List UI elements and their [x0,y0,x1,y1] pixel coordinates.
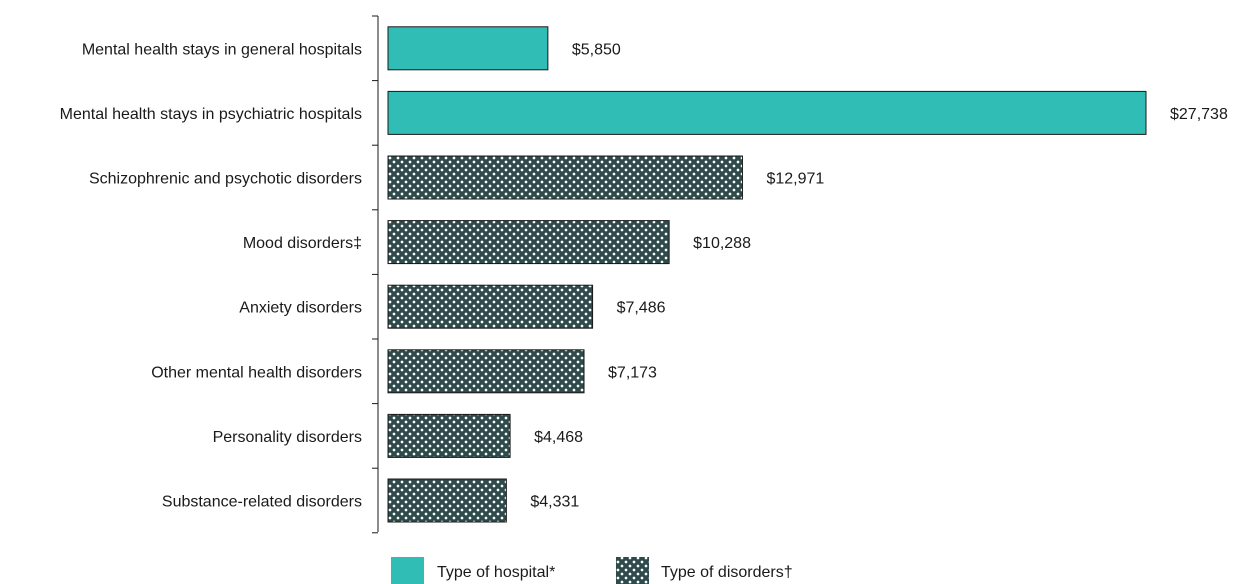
value-label: $12,971 [766,171,824,188]
bars-group: $5,850 $27,738 $12,971 $10,288 $7,486 $7,173 $… [387,26,1228,523]
value-label: $4,468 [534,429,583,446]
value-label: $27,738 [1170,106,1228,123]
value-label: $5,850 [572,41,621,58]
value-label: $4,331 [530,494,579,511]
bar-disorders [387,413,511,458]
bar-disorders [387,349,585,394]
bar-disorders [387,284,594,329]
y-axis: Mental health stays in general hospitals… [60,15,379,534]
category-label: Schizophrenic and psychotic disorders [89,171,362,188]
legend-swatch-disorders [616,557,649,584]
category-label: Substance-related disorders [162,494,362,511]
legend-swatch-hospital [391,557,424,584]
category-label: Mood disorders‡ [243,235,362,252]
bar-disorders [387,155,743,200]
bar-hospital [387,90,1147,135]
category-label: Mental health stays in psychiatric hospi… [60,106,362,123]
bar-disorders [387,220,670,265]
value-label: $7,173 [608,364,657,381]
bar-disorders [387,478,507,523]
bar-hospital [387,26,549,71]
category-label: Mental health stays in general hospitals [82,41,362,58]
value-label: $7,486 [617,300,666,317]
value-label: $10,288 [693,235,751,252]
legend-label-disorders: Type of disorders† [661,564,793,581]
category-label: Anxiety disorders [239,300,362,317]
legend-label-hospital: Type of hospital* [437,564,555,581]
category-label: Personality disorders [213,429,362,446]
legend: Type of hospital* Type of disorders† [391,557,793,584]
category-label: Other mental health disorders [151,364,362,381]
